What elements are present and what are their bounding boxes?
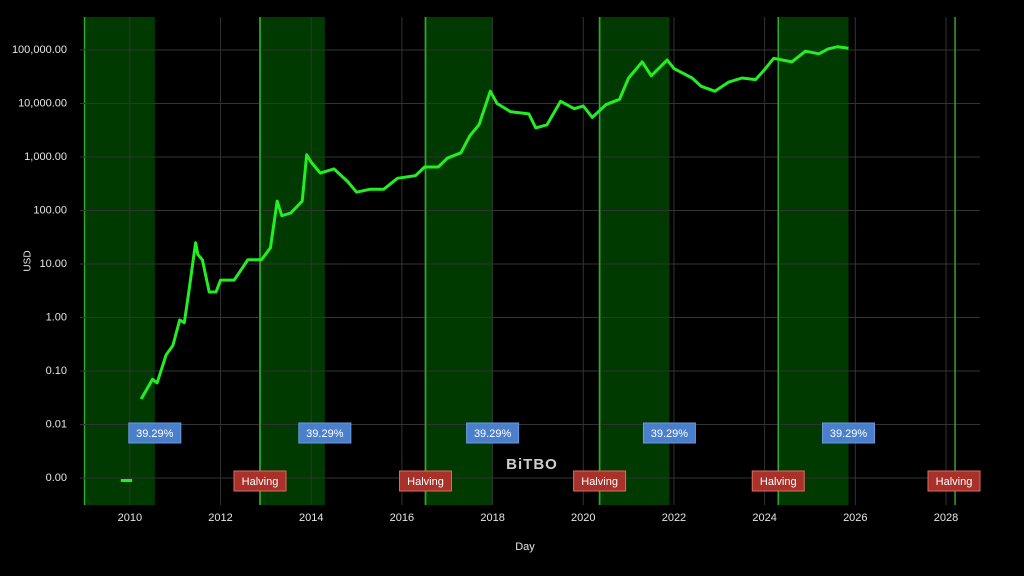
y-tick-label: 100.00 (33, 204, 67, 216)
x-tick-label: 2020 (571, 512, 595, 524)
halving-label: Halving (242, 476, 279, 488)
halving-label: Halving (760, 476, 797, 488)
band-label-group: 39.29% (822, 422, 876, 444)
halving-label-group: Halving (233, 470, 287, 492)
watermark: BiTBO (506, 456, 558, 473)
x-tick-label: 2016 (390, 512, 414, 524)
band-label-box (298, 422, 352, 444)
halving-label-box (751, 470, 805, 492)
halving-label: Halving (407, 476, 444, 488)
halving-label-box (927, 470, 981, 492)
band-label-group: 39.29% (642, 422, 696, 444)
halving-label-box (233, 470, 287, 492)
x-tick-label: 2022 (662, 512, 686, 524)
halving-label: Halving (581, 476, 618, 488)
band-label: 39.29% (474, 428, 512, 440)
band-label-box (822, 422, 876, 444)
band-label-box (128, 422, 182, 444)
halving-label-group: Halving (927, 470, 981, 492)
band-label-group: 39.29% (466, 422, 520, 444)
halving-label-group: Halving (398, 470, 452, 492)
halving-label-box (398, 470, 452, 492)
y-tick-label: 10,000.00 (18, 97, 67, 109)
price-line (120, 45, 849, 482)
band-label: 39.29% (136, 428, 174, 440)
x-tick-label: 2014 (299, 512, 323, 524)
band-label-group: 39.29% (298, 422, 352, 444)
y-tick-label: 0.00 (46, 472, 67, 484)
band-label: 39.29% (651, 428, 689, 440)
y-tick-label: 100,000.00 (12, 44, 67, 56)
y-tick-label: 1,000.00 (24, 151, 67, 163)
band-label-box (466, 422, 520, 444)
y-axis-title: USD (23, 250, 34, 271)
halving-label-group: Halving (751, 470, 805, 492)
y-tick-label: 1.00 (46, 311, 67, 323)
x-tick-label: 2026 (843, 512, 867, 524)
band-label-box (642, 422, 696, 444)
x-tick-label: 2010 (118, 512, 142, 524)
band-label: 39.29% (830, 428, 868, 440)
y-tick-label: 0.01 (46, 418, 67, 430)
x-axis-title: Day (515, 541, 535, 553)
band-label-group: 39.29% (128, 422, 182, 444)
halving-label-group: Halving (573, 470, 627, 492)
bands-layer (83, 17, 849, 505)
x-tick-label: 2018 (480, 512, 504, 524)
halving-label-box (573, 470, 627, 492)
x-tick-label: 2012 (208, 512, 232, 524)
halving-label: Halving (936, 476, 973, 488)
y-tick-label: 0.10 (46, 365, 67, 377)
x-tick-label: 2028 (934, 512, 958, 524)
x-tick-label: 2024 (752, 512, 776, 524)
band-label: 39.29% (306, 428, 344, 440)
y-tick-label: 10.00 (39, 258, 67, 270)
